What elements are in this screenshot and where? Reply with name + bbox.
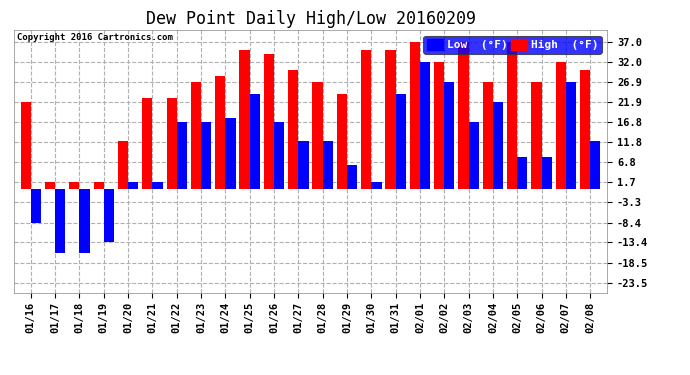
Bar	[361, 50, 371, 189]
Bar	[420, 62, 430, 189]
Bar	[555, 62, 566, 189]
Bar	[395, 94, 406, 189]
Bar	[55, 189, 66, 253]
Bar	[128, 182, 138, 189]
Bar	[410, 42, 420, 189]
Bar	[239, 50, 250, 189]
Bar	[21, 102, 31, 189]
Bar	[580, 70, 590, 189]
Bar	[566, 82, 576, 189]
Bar	[371, 182, 382, 189]
Bar	[142, 98, 152, 189]
Bar	[386, 50, 395, 189]
Title: Dew Point Daily High/Low 20160209: Dew Point Daily High/Low 20160209	[146, 10, 475, 28]
Bar	[31, 189, 41, 222]
Bar	[444, 82, 455, 189]
Bar	[45, 182, 55, 189]
Bar	[94, 182, 104, 189]
Bar	[215, 76, 226, 189]
Bar	[337, 94, 347, 189]
Bar	[250, 94, 260, 189]
Bar	[69, 182, 79, 189]
Bar	[274, 122, 284, 189]
Bar	[493, 102, 503, 189]
Bar	[201, 122, 211, 189]
Bar	[542, 157, 552, 189]
Bar	[166, 98, 177, 189]
Bar	[226, 117, 235, 189]
Bar	[347, 165, 357, 189]
Bar	[177, 122, 187, 189]
Bar	[313, 82, 323, 189]
Bar	[518, 157, 527, 189]
Bar	[590, 141, 600, 189]
Bar	[191, 82, 201, 189]
Bar	[288, 70, 298, 189]
Bar	[79, 189, 90, 253]
Bar	[531, 82, 542, 189]
Bar	[469, 122, 479, 189]
Bar	[483, 82, 493, 189]
Legend: Low  (°F), High  (°F): Low (°F), High (°F)	[424, 36, 602, 54]
Bar	[118, 141, 128, 189]
Bar	[104, 189, 114, 242]
Bar	[434, 62, 444, 189]
Bar	[152, 182, 163, 189]
Bar	[323, 141, 333, 189]
Bar	[507, 42, 518, 189]
Bar	[298, 141, 308, 189]
Text: Copyright 2016 Cartronics.com: Copyright 2016 Cartronics.com	[17, 33, 172, 42]
Bar	[458, 42, 469, 189]
Bar	[264, 54, 274, 189]
